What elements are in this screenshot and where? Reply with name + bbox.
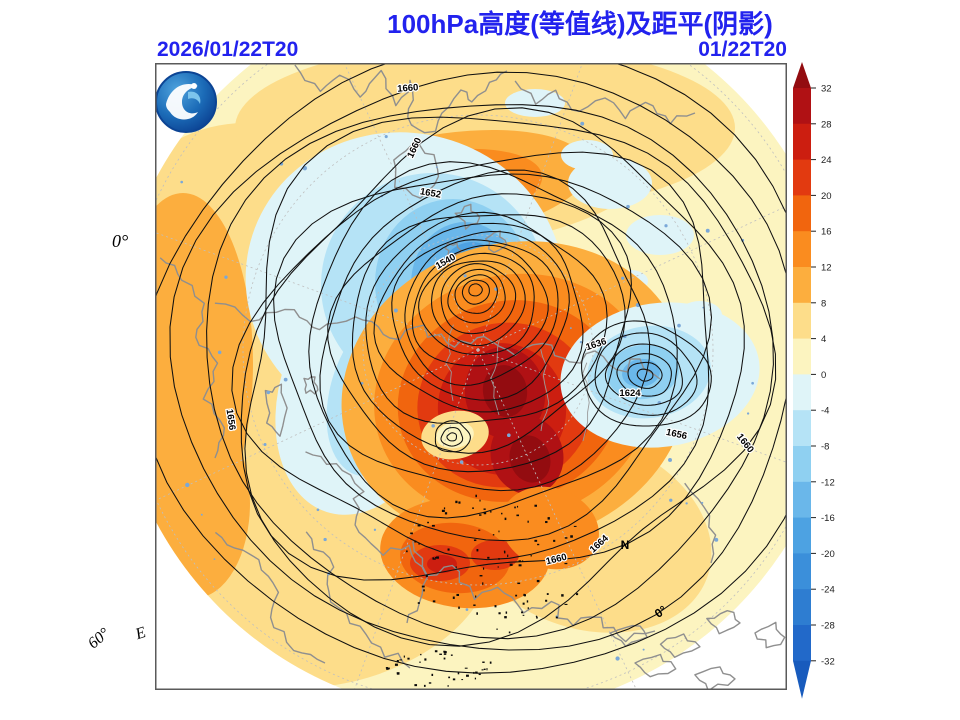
colorbar-segment [793,589,811,626]
colorbar-segment [793,410,811,447]
colorbar-tick-label: -8 [821,442,829,453]
colorbar-segment [793,123,811,161]
colorbar-segment [793,159,811,196]
contour-label: 1652 [419,186,442,201]
colorbar-tick-label: 0 [821,370,826,381]
colorbar-segment [793,374,811,411]
colorbar-tick-label: 20 [821,191,832,202]
colorbar-tick-label: -32 [821,656,835,667]
geo-label: N [621,538,630,552]
axis-geo-label: 60° [84,624,113,653]
colorbar-tick-label: 8 [821,298,826,309]
colorbar-tick-label: 24 [821,155,832,166]
colorbar: 32 28 24 20 16 12 8 4 0 -4 -8 -12 -16 -20 -24 -28 -32 [793,62,835,699]
contour-label: 1624 [619,388,641,399]
contour-label: 1660 [397,82,419,94]
colorbar-segment [793,625,811,662]
colorbar-segment [793,446,811,483]
colorbar-tick-label: -24 [821,585,835,596]
colorbar-arrow-bottom [793,660,811,699]
colorbar-segment [793,481,811,519]
map-border [155,63,787,690]
colorbar-tick-label: 32 [821,84,832,95]
valid-time-label: 01/22T20 [698,38,787,61]
colorbar-segment [793,338,811,375]
coastlines [159,64,786,692]
anomaly-shading [113,0,843,715]
init-time-label: 2026/01/22T20 [157,38,299,61]
colorbar-tick-label: 4 [821,334,826,345]
colorbar-segment [793,195,811,232]
colorbar-segment [793,302,811,340]
colorbar-tick-label: -20 [821,549,835,560]
terrain-speckles [385,494,579,687]
colorbar-arrow-top [793,62,811,88]
colorbar-tick-label: -4 [821,406,829,417]
colorbar-tick-label: 12 [821,263,832,274]
colorbar-tick-label: -12 [821,477,835,488]
axis-geo-label: 0° [112,231,129,251]
colorbar-segment [793,517,811,554]
chart-title: 100hPa高度(等值线)及距平(阴影) [387,9,773,39]
colorbar-segment [793,553,811,590]
colorbar-tick-label: 16 [821,227,832,238]
map-frame: 1660 1660 1652 1540 1636 1624 1656 1660 1656 1664… [36,0,920,720]
colorbar-segment [793,88,811,125]
colorbar-segment [793,231,811,268]
colorbar-tick-label: 28 [821,119,832,130]
meteo-agency-logo [155,71,217,133]
colorbar-segment [793,267,811,304]
colorbar-tick-label: -28 [821,621,835,632]
height-contours [140,44,818,674]
colorbar-tick-label: -16 [821,513,835,524]
axis-geo-label: E [133,623,149,644]
contour-label: 1656 [224,408,238,430]
